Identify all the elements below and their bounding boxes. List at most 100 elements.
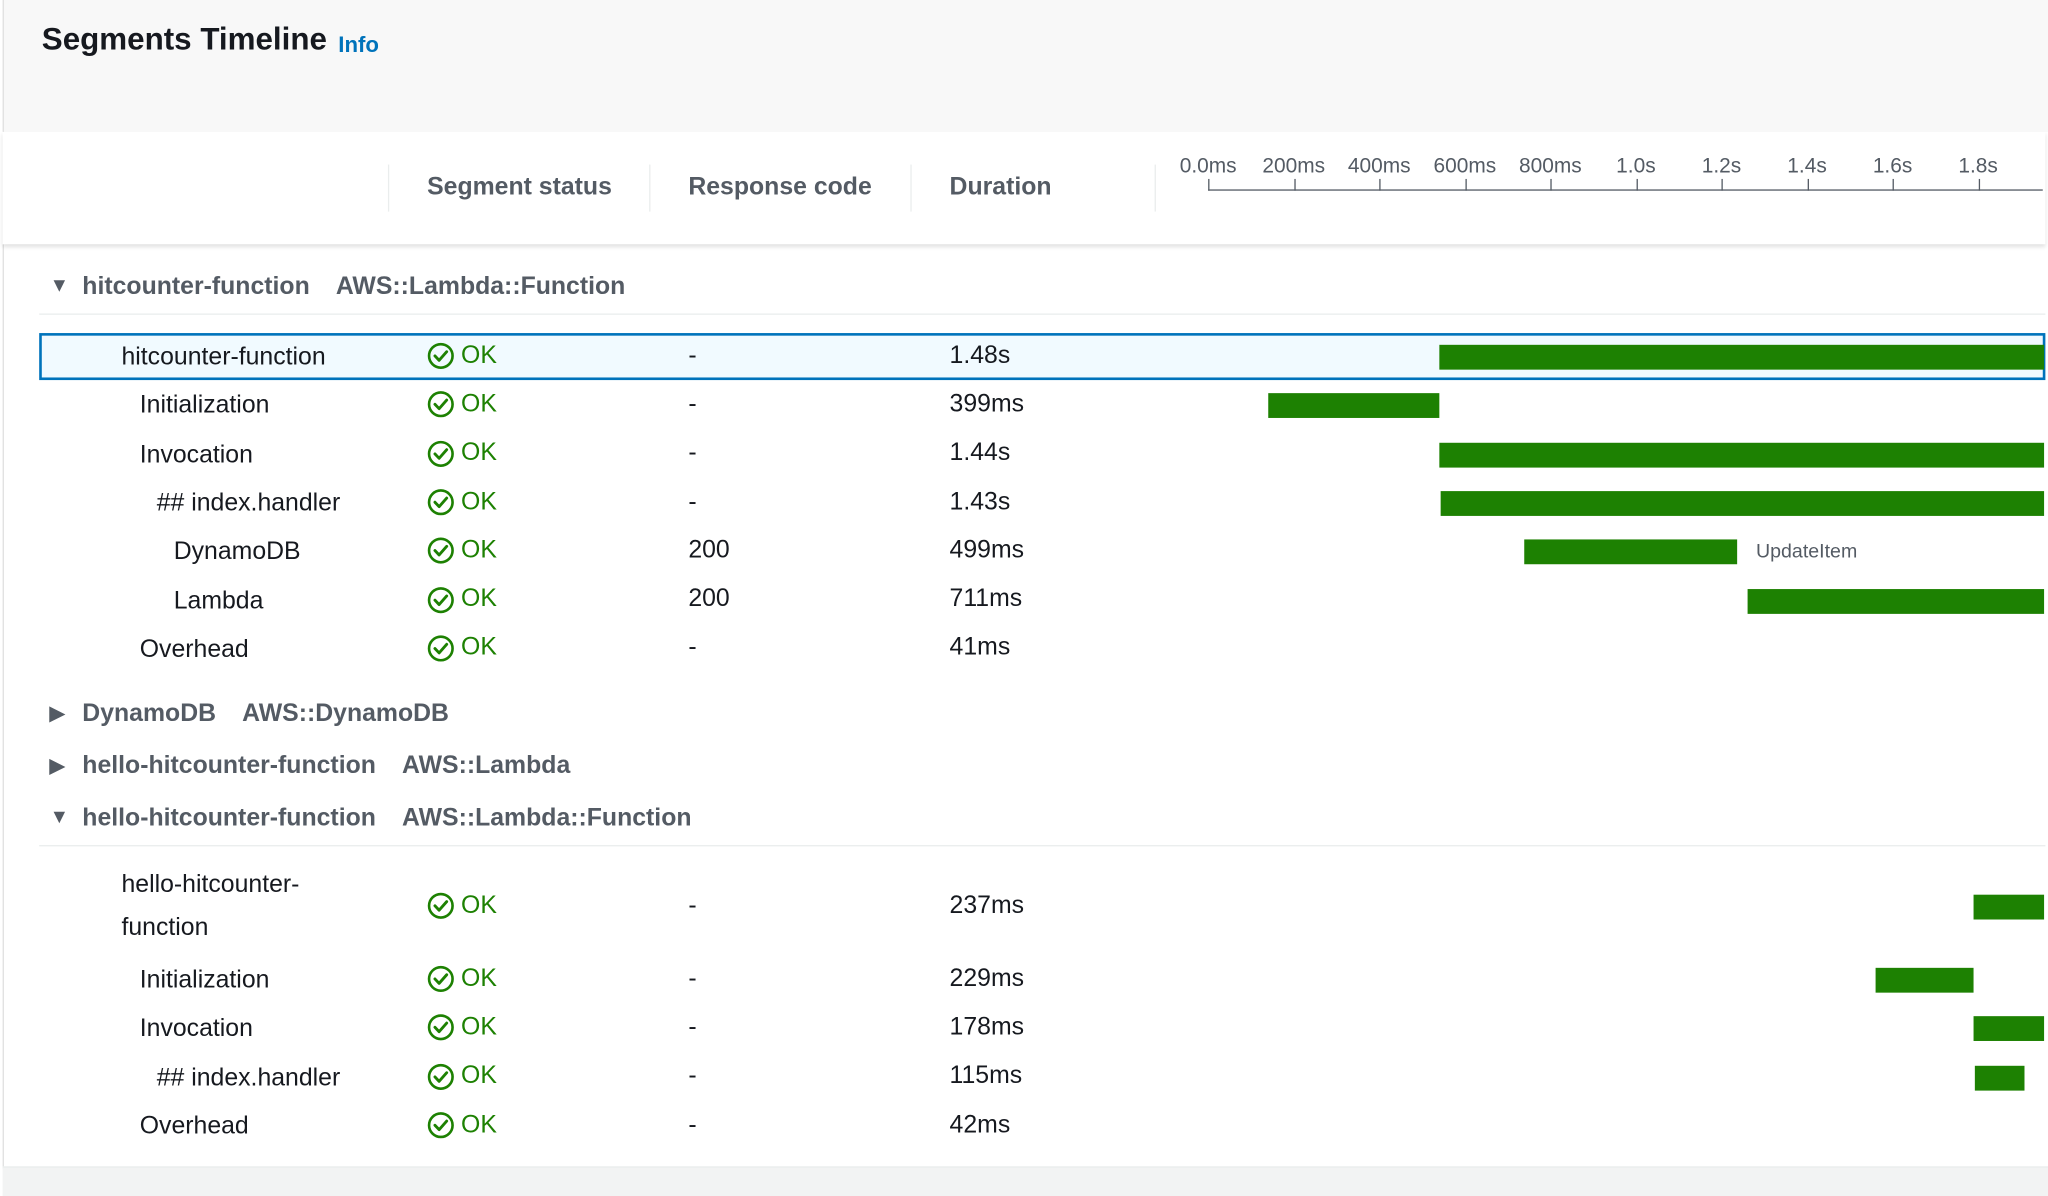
column-divider: [387, 164, 390, 212]
group-name: hello-hitcounter-function: [82, 752, 376, 780]
segment-name: hello-hitcounter-function: [121, 870, 300, 942]
timeline-bar[interactable]: [1439, 344, 2045, 370]
status-text: OK: [461, 341, 497, 370]
response-code: 200: [688, 585, 730, 613]
timeline-bar[interactable]: [1974, 1065, 2024, 1091]
group-name: hitcounter-function: [82, 272, 310, 301]
duration: 1.44s: [949, 439, 1011, 467]
check-circle-icon: [427, 391, 454, 418]
timeline-axis: [1208, 189, 2043, 191]
segment-status: OK: [427, 488, 497, 517]
duration: 237ms: [949, 891, 1025, 919]
timeline-bar[interactable]: [1268, 393, 1439, 419]
timeline-bar[interactable]: [1875, 968, 1974, 993]
axis-tick-label: 1.2s: [1701, 155, 1742, 178]
status-text: OK: [461, 439, 497, 467]
axis-tick-label: 400ms: [1347, 155, 1411, 178]
segment-row[interactable]: ## index.handler OK - 1.43s: [39, 479, 2045, 528]
segment-row[interactable]: hitcounter-function OK - 1.48s: [39, 333, 2046, 381]
duration: 41ms: [949, 634, 1011, 662]
check-circle-icon: [427, 635, 454, 662]
segment-row[interactable]: ## index.handler OK - 115ms: [39, 1054, 2045, 1103]
response-code: -: [688, 634, 697, 662]
group-type: AWS::Lambda::Function: [402, 804, 692, 832]
segment-status: OK: [427, 1013, 497, 1042]
info-link[interactable]: Info: [338, 32, 379, 58]
segment-name: Overhead: [139, 1112, 249, 1141]
status-text: OK: [461, 487, 497, 516]
bar-label: UpdateItem: [1755, 540, 1858, 563]
status-text: OK: [461, 964, 497, 993]
group-header[interactable]: ▶ hello-hitcounter-function AWS::Lambda: [39, 741, 2045, 793]
segment-row[interactable]: Lambda OK 200 711ms: [39, 577, 2045, 626]
segment-status: OK: [427, 439, 497, 468]
axis-tick: [1208, 178, 1210, 191]
timeline-bar[interactable]: [1440, 491, 2045, 516]
column-header-row: Segment status Response code Duration 0.…: [2, 131, 2046, 245]
segment-row[interactable]: Initialization OK - 399ms: [39, 382, 2045, 431]
timeline-bar[interactable]: [1439, 442, 2045, 468]
segment-row[interactable]: Initialization OK - 229ms: [39, 956, 2045, 1005]
response-code: -: [688, 390, 697, 418]
axis-tick-label: 200ms: [1262, 155, 1326, 178]
response-code: -: [688, 891, 697, 919]
status-text: OK: [461, 634, 497, 662]
check-circle-icon: [427, 965, 454, 993]
caret-right-icon[interactable]: ▶: [49, 754, 65, 778]
group-header[interactable]: ▼ hitcounter-function AWS::Lambda::Functio…: [39, 261, 2046, 315]
check-circle-icon: [427, 440, 454, 467]
check-circle-icon: [427, 342, 454, 370]
segment-status: OK: [427, 965, 497, 994]
axis-tick: [1379, 178, 1381, 191]
status-text: OK: [461, 390, 497, 418]
axis-tick: [1550, 178, 1552, 191]
timeline-bar[interactable]: [1973, 894, 2045, 920]
segment-status: OK: [427, 891, 497, 920]
axis-tick: [1892, 178, 1894, 191]
group-header[interactable]: ▼ hello-hitcounter-function AWS::Lambda::F…: [39, 793, 2046, 847]
segment-name: Invocation: [139, 1015, 253, 1043]
caret-down-icon[interactable]: ▼: [49, 274, 70, 297]
segment-status: OK: [427, 1111, 497, 1140]
check-circle-icon: [427, 1063, 454, 1090]
status-text: OK: [461, 1013, 497, 1041]
axis-tick: [1635, 178, 1638, 191]
segment-name: Overhead: [139, 635, 249, 664]
group-name: hello-hitcounter-function: [82, 804, 376, 832]
segment-name: Invocation: [139, 441, 253, 469]
segment-row[interactable]: Overhead OK - 41ms: [39, 625, 2045, 674]
status-text: OK: [461, 536, 497, 565]
group-name: DynamoDB: [82, 700, 217, 728]
duration: 499ms: [949, 536, 1025, 565]
segment-row[interactable]: DynamoDB OK 200 499ms UpdateItem: [39, 528, 2045, 577]
segment-name: DynamoDB: [173, 538, 301, 566]
segment-name: Initialization: [139, 392, 270, 420]
column-divider: [649, 164, 651, 212]
axis-tick: [1807, 178, 1809, 191]
response-code: 200: [688, 536, 730, 565]
column-header-duration: Duration: [949, 173, 1052, 202]
segment-name: ## index.handler: [156, 1064, 341, 1092]
caret-down-icon[interactable]: ▼: [49, 805, 70, 829]
timeline-bar[interactable]: [1524, 539, 1738, 565]
segment-status: OK: [427, 537, 497, 566]
segment-row[interactable]: Overhead OK - 42ms: [39, 1102, 2045, 1151]
panel-header: Segments Timeline Info: [2, 0, 2048, 132]
segment-row[interactable]: Invocation OK - 1.44s: [39, 430, 2045, 479]
axis-tick-label: 800ms: [1518, 155, 1582, 178]
group-header[interactable]: ▶ DynamoDB AWS::DynamoDB: [39, 688, 2045, 740]
segment-status: OK: [427, 390, 497, 419]
timeline-bar[interactable]: [1747, 588, 2045, 614]
status-text: OK: [461, 1110, 497, 1139]
segment-row[interactable]: hello-hitcounter-function OK - 237ms: [39, 858, 2045, 956]
group-type: AWS::DynamoDB: [242, 700, 449, 728]
axis-tick-label: 1.8s: [1958, 155, 1998, 178]
segment-row[interactable]: Invocation OK - 178ms: [39, 1005, 2045, 1054]
axis-tick-label: 1.6s: [1872, 155, 1913, 178]
timeline-bar[interactable]: [1973, 1016, 2045, 1042]
axis-tick: [1721, 178, 1723, 191]
status-text: OK: [461, 1062, 497, 1090]
caret-right-icon[interactable]: ▶: [49, 702, 65, 725]
response-code: -: [688, 1110, 697, 1139]
